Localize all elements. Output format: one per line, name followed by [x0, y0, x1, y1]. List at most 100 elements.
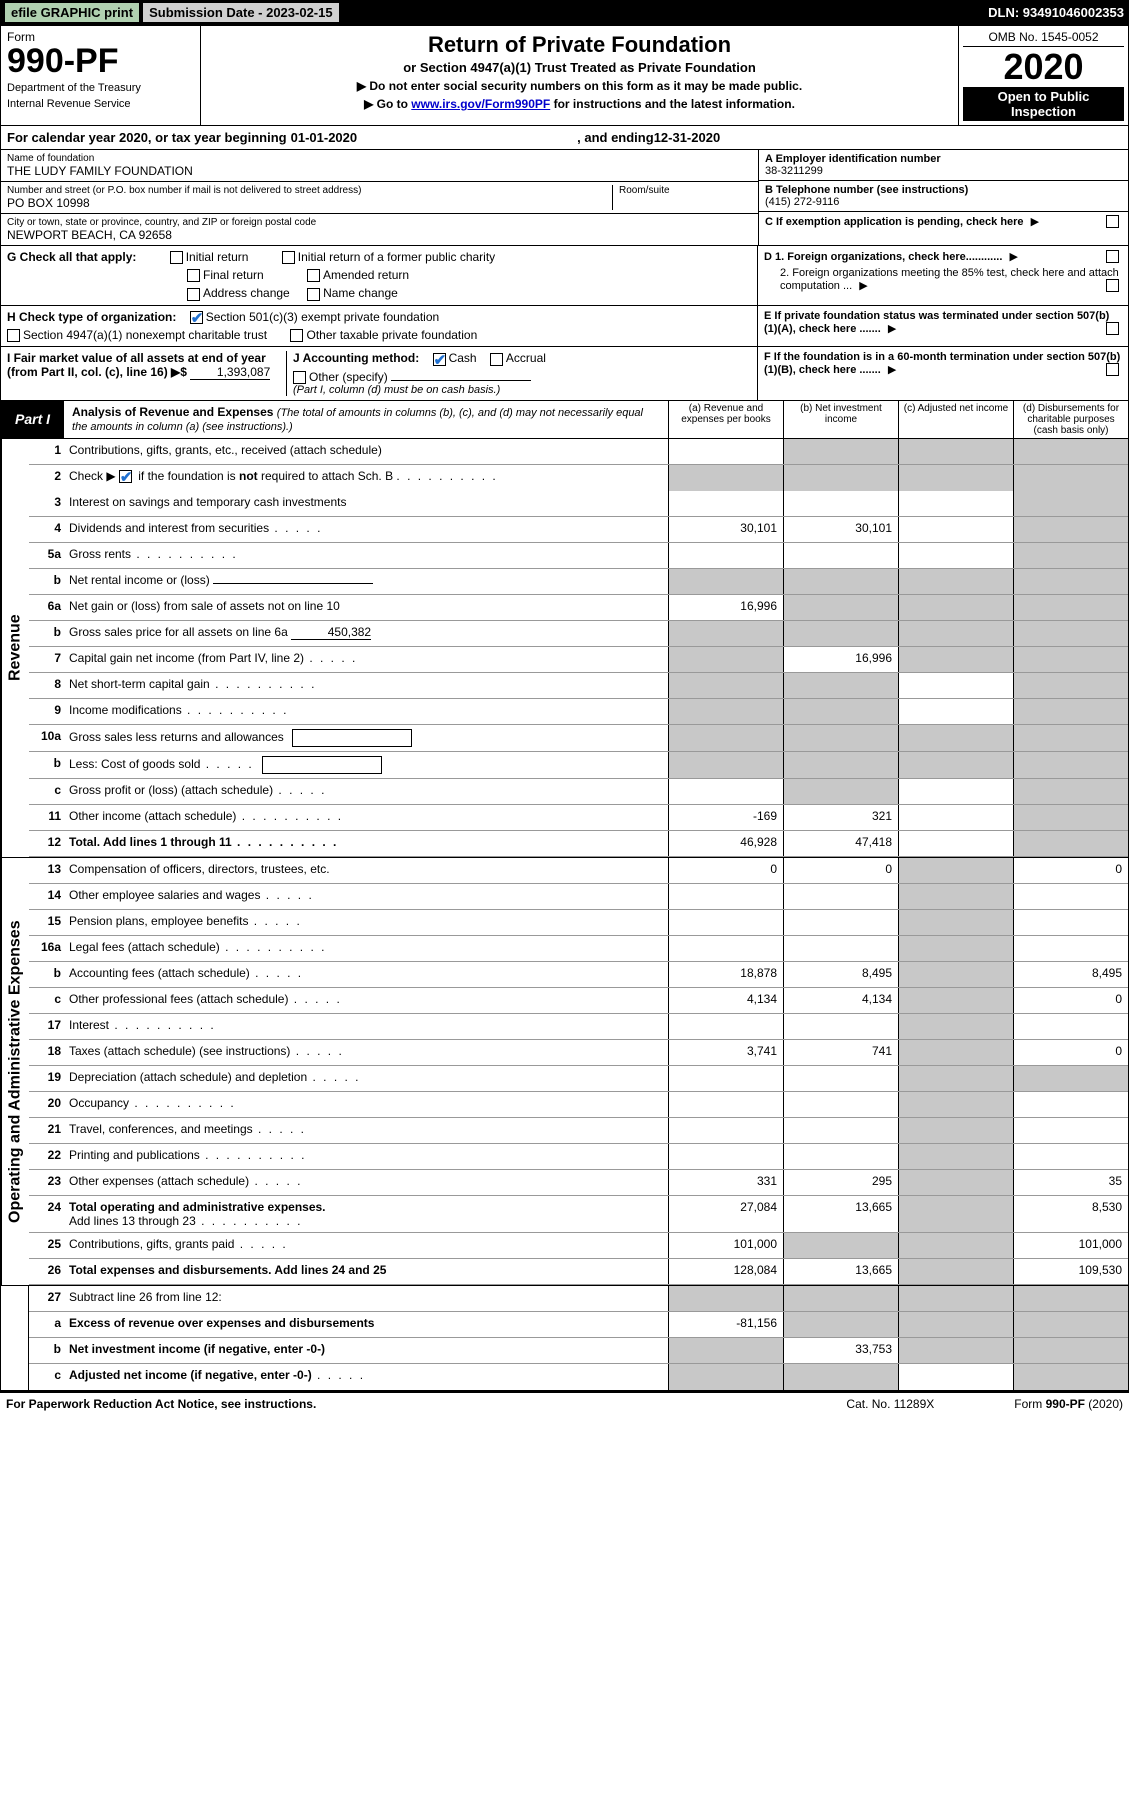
desc: Interest on savings and temporary cash i…: [65, 491, 668, 516]
g4-checkbox[interactable]: [307, 269, 320, 282]
irs-link[interactable]: www.irs.gov/Form990PF: [411, 97, 550, 111]
row-23: 23 Other expenses (attach schedule) 331 …: [29, 1170, 1128, 1196]
desc: Travel, conferences, and meetings: [65, 1118, 668, 1143]
col-d: [1013, 805, 1128, 830]
f-checkbox[interactable]: [1106, 363, 1119, 376]
identity-left: Name of foundation THE LUDY FAMILY FOUND…: [1, 150, 758, 245]
pending-label: C If exemption application is pending, c…: [765, 216, 1024, 228]
j-other-checkbox[interactable]: [293, 371, 306, 384]
col-b: 321: [783, 805, 898, 830]
ein-row: A Employer identification number 38-3211…: [759, 150, 1128, 181]
note2-prefix: ▶ Go to: [364, 97, 411, 111]
col-c: [898, 831, 1013, 856]
col-b: [783, 725, 898, 751]
ln: b: [29, 962, 65, 987]
ln: 10a: [29, 725, 65, 751]
ln: 23: [29, 1170, 65, 1195]
col-c: [898, 884, 1013, 909]
col-a: [668, 910, 783, 935]
pending-checkbox[interactable]: [1106, 215, 1119, 228]
row-2: 2 Check ▶ if the foundation is not requi…: [29, 465, 1128, 491]
h1-checkbox[interactable]: [190, 311, 203, 324]
row-10b: b Less: Cost of goods sold: [29, 752, 1128, 779]
ln: 16a: [29, 936, 65, 961]
desc: Total. Add lines 1 through 11: [65, 831, 668, 856]
row-1: 1 Contributions, gifts, grants, etc., re…: [29, 439, 1128, 465]
desc: Subtract line 26 from line 12:: [65, 1286, 668, 1311]
col-d: [1013, 725, 1128, 751]
col-d: 109,530: [1013, 1259, 1128, 1284]
footer-catno: Cat. No. 11289X: [846, 1397, 934, 1411]
identity-grid: Name of foundation THE LUDY FAMILY FOUND…: [0, 150, 1129, 246]
desc: Compensation of officers, directors, tru…: [65, 858, 668, 883]
g5-checkbox[interactable]: [187, 288, 200, 301]
row-5a: 5a Gross rents: [29, 543, 1128, 569]
d2-checkbox[interactable]: [1106, 279, 1119, 292]
row-6a: 6a Net gain or (loss) from sale of asset…: [29, 595, 1128, 621]
col-d: [1013, 465, 1128, 491]
h2-checkbox[interactable]: [7, 329, 20, 342]
g1-checkbox[interactable]: [170, 251, 183, 264]
ln: 22: [29, 1144, 65, 1169]
addr-value: PO BOX 10998: [7, 196, 612, 210]
col-b: [783, 910, 898, 935]
col-b: [783, 1312, 898, 1337]
desc: Net rental income or (loss): [65, 569, 668, 594]
desc: Pension plans, employee benefits: [65, 910, 668, 935]
col-b: [783, 491, 898, 516]
j-cash-checkbox[interactable]: [433, 353, 446, 366]
col-d: [1013, 1338, 1128, 1363]
row-22: 22 Printing and publications: [29, 1144, 1128, 1170]
col-a: [668, 1364, 783, 1390]
d1-checkbox[interactable]: [1106, 250, 1119, 263]
col-a: [668, 465, 783, 491]
section-g: G Check all that apply: Initial return I…: [1, 246, 758, 305]
row-17: 17 Interest: [29, 1014, 1128, 1040]
col-d: 0: [1013, 858, 1128, 883]
g6-checkbox[interactable]: [307, 288, 320, 301]
row-3: 3 Interest on savings and temporary cash…: [29, 491, 1128, 517]
row-7: 7 Capital gain net income (from Part IV,…: [29, 647, 1128, 673]
col-b: [783, 595, 898, 620]
sch-b-checkbox[interactable]: [119, 470, 132, 483]
row-19: 19 Depreciation (attach schedule) and de…: [29, 1066, 1128, 1092]
row-21: 21 Travel, conferences, and meetings: [29, 1118, 1128, 1144]
col-a: [668, 647, 783, 672]
col-d: [1013, 1118, 1128, 1143]
desc: Check ▶ if the foundation is not require…: [65, 465, 668, 491]
cal-mid: , and ending: [577, 130, 654, 145]
e-label: E If private foundation status was termi…: [764, 310, 1109, 335]
ln: b: [29, 621, 65, 646]
addr-label: Number and street (or P.O. box number if…: [7, 185, 612, 196]
col-a: [668, 1338, 783, 1363]
col-a: [668, 543, 783, 568]
d1-label: D 1. Foreign organizations, check here..…: [764, 251, 1002, 263]
col-d: [1013, 569, 1128, 594]
g2-checkbox[interactable]: [282, 251, 295, 264]
g4-label: Amended return: [323, 268, 409, 282]
g5-label: Address change: [203, 286, 290, 300]
desc: Other expenses (attach schedule): [65, 1170, 668, 1195]
col-c: [898, 595, 1013, 620]
col-b: 8,495: [783, 962, 898, 987]
g3-checkbox[interactable]: [187, 269, 200, 282]
e-checkbox[interactable]: [1106, 322, 1119, 335]
h3-checkbox[interactable]: [290, 329, 303, 342]
col-c: [898, 779, 1013, 804]
part1-title-cell: Analysis of Revenue and Expenses (The to…: [64, 401, 668, 438]
desc: Contributions, gifts, grants, etc., rece…: [65, 439, 668, 464]
h1-label: Section 501(c)(3) exempt private foundat…: [206, 310, 439, 324]
row-27a: a Excess of revenue over expenses and di…: [29, 1312, 1128, 1338]
j-other-label: Other (specify): [309, 370, 388, 384]
row-6b: b Gross sales price for all assets on li…: [29, 621, 1128, 647]
ln: 19: [29, 1066, 65, 1091]
row-14: 14 Other employee salaries and wages: [29, 884, 1128, 910]
form-subtitle: or Section 4947(a)(1) Trust Treated as P…: [207, 60, 952, 75]
col-a: 128,084: [668, 1259, 783, 1284]
i-value: 1,393,087: [190, 365, 270, 380]
col-d: [1013, 1066, 1128, 1091]
col-d: [1013, 1092, 1128, 1117]
col-a: 4,134: [668, 988, 783, 1013]
j-accrual-checkbox[interactable]: [490, 353, 503, 366]
desc: Occupancy: [65, 1092, 668, 1117]
